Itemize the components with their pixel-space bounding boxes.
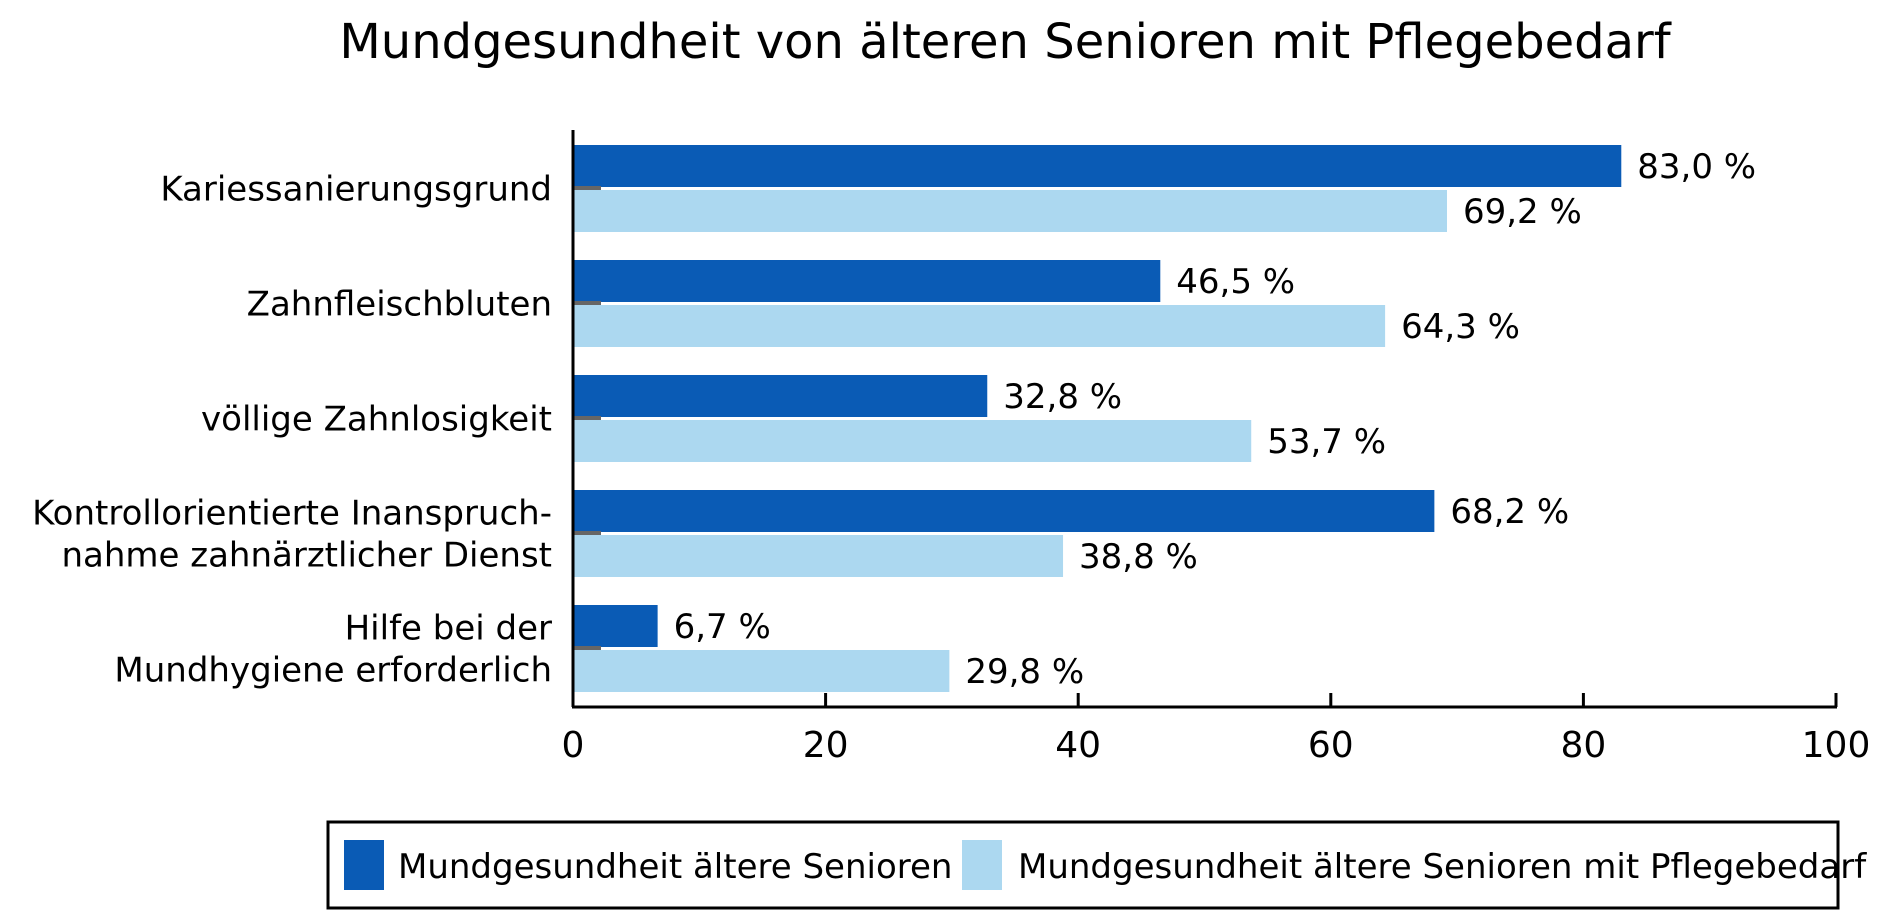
- legend-box: [326, 820, 1840, 910]
- data-label: 6,7 %: [674, 607, 771, 647]
- data-label: 69,2 %: [1463, 192, 1582, 232]
- x-tick-label: 60: [1308, 725, 1354, 766]
- bar-senioren: [573, 145, 1622, 187]
- data-label: 68,2 %: [1450, 492, 1569, 532]
- legend-label: Mundgesundheit ältere Senioren: [398, 847, 952, 887]
- data-label: 32,8 %: [1003, 377, 1122, 417]
- legend-swatch-senioren-pflegebedarf: [962, 840, 1002, 890]
- data-label: 64,3 %: [1401, 307, 1520, 347]
- data-label: 53,7 %: [1267, 422, 1386, 462]
- legend-swatch-senioren: [344, 840, 384, 890]
- category-label: Zahnfleischbluten: [247, 285, 552, 325]
- bar-senioren-pflegebedarf: [573, 535, 1064, 577]
- axes-group: 0 20 40 60 80 100: [562, 130, 1871, 766]
- category-label: nahme zahnärztlicher Dienst: [61, 536, 552, 576]
- data-label: 46,5 %: [1176, 262, 1295, 302]
- x-tick-label: 0: [562, 725, 585, 766]
- bar-senioren-pflegebedarf: [573, 420, 1252, 462]
- x-tick-label: 40: [1055, 725, 1101, 766]
- category-label: völlige Zahnlosigkeit: [201, 400, 552, 440]
- bar-senioren-pflegebedarf: [573, 305, 1386, 347]
- data-label: 38,8 %: [1079, 537, 1198, 577]
- data-label: 29,8 %: [965, 652, 1084, 692]
- data-label: 83,0 %: [1637, 147, 1756, 187]
- category-label: Mundhygiene erforderlich: [114, 651, 552, 691]
- category-label: Kontrollorientierte Inanspruch-: [32, 494, 552, 534]
- category-label: Hilfe bei der: [345, 609, 552, 649]
- x-tick-label: 80: [1560, 725, 1606, 766]
- bar-senioren-pflegebedarf: [573, 650, 950, 692]
- bar-senioren: [573, 260, 1161, 302]
- bar-senioren-pflegebedarf: [573, 190, 1447, 232]
- chart-title: Mundgesundheit von älteren Senioren mit …: [339, 14, 1671, 70]
- legend: Mundgesundheit ältere Senioren Mundgesund…: [326, 820, 1867, 910]
- x-tick-label: 20: [803, 725, 849, 766]
- category-label: Kariessanierungsgrund: [160, 170, 552, 210]
- bar-senioren: [573, 490, 1435, 532]
- bars-group: Kariessanierungsgrund 83,0 % 69,2 % Zahnfle…: [32, 145, 1756, 692]
- bar-senioren: [573, 375, 988, 417]
- bar-senioren: [573, 605, 658, 647]
- legend-label: Mundgesundheit ältere Senioren mit Pfleg…: [1018, 847, 1867, 887]
- x-tick-label: 100: [1802, 725, 1871, 766]
